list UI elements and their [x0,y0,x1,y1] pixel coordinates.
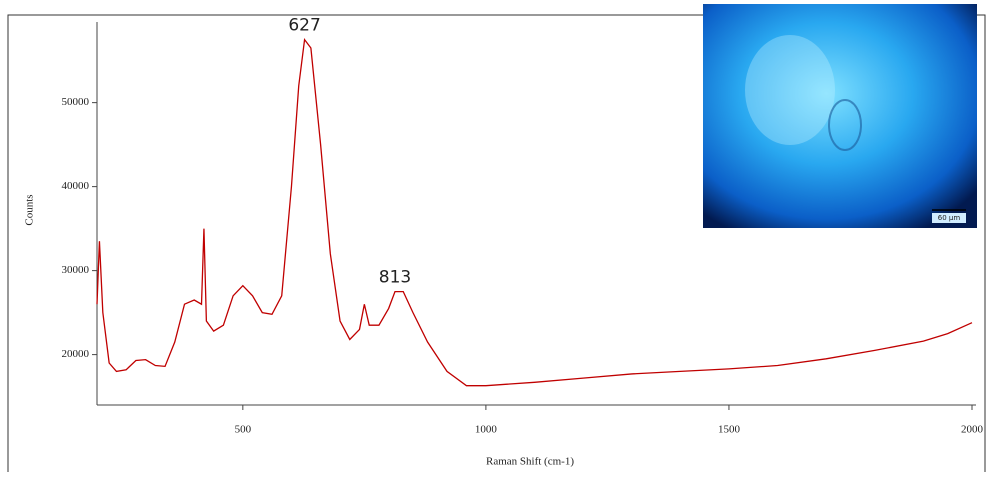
scale-box [932,213,966,223]
particle [828,99,862,151]
particles [745,35,835,145]
y-axis-label: Counts [24,194,36,225]
spectrum-line [96,37,973,387]
x-tick-label: 1500 [718,424,741,436]
x-tick-label: 2000 [961,424,984,436]
peak-label: 813 [379,268,411,288]
micrograph [703,4,977,228]
y-tick-label: 20000 [62,348,90,360]
peak-label: 627 [288,16,320,36]
scale-label: 60 μm [938,214,961,222]
inset-image: 60 μm [703,4,977,228]
y-tick-label: 40000 [62,180,90,192]
x-axis-label: Raman Shift (cm-1) [486,456,574,468]
x-tick-label: 1000 [475,424,498,436]
y-tick-label: 50000 [62,96,90,108]
x-tick-label: 500 [235,424,252,436]
y-tick-label: 30000 [62,264,90,276]
